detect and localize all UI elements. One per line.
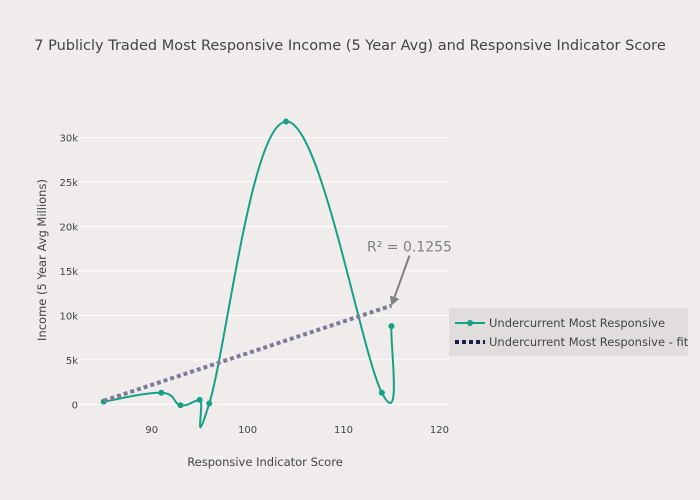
y-tick-label: 20k: [59, 222, 78, 233]
grid-lines: [75, 137, 449, 405]
plot-area: [100, 118, 395, 429]
x-tick-label: 110: [334, 425, 353, 436]
annotation-arrow-line: [393, 255, 411, 298]
x-axis-title: Responsive Indicator Score: [187, 455, 343, 469]
data-point: [196, 396, 203, 403]
legend-label-series[interactable]: Undercurrent Most Responsive: [489, 316, 665, 330]
annotation: R² = 0.1255: [367, 240, 452, 306]
x-tick-label: 100: [238, 425, 257, 436]
legend-background: [449, 308, 688, 356]
y-axis-title: Income (5 Year Avg Millions): [35, 179, 49, 341]
y-tick-label: 15k: [59, 267, 78, 278]
y-tick-label: 10k: [59, 311, 78, 322]
data-point: [378, 389, 385, 396]
data-point: [158, 389, 165, 396]
y-tick-label: 30k: [59, 134, 78, 145]
y-tick-label: 0: [72, 400, 78, 411]
y-tick-labels: 0 5k 10k 15k 20k 25k 30k: [59, 134, 78, 412]
y-tick-label: 5k: [66, 356, 78, 367]
x-tick-label: 90: [145, 425, 158, 436]
annotation-label: R² = 0.1255: [367, 240, 452, 256]
chart-title: 7 Publicly Traded Most Responsive Income…: [34, 38, 666, 54]
data-point: [388, 323, 395, 330]
legend-label-fit[interactable]: Undercurrent Most Responsive - fit: [489, 335, 689, 349]
fit-line: [103, 303, 393, 403]
data-point: [282, 118, 289, 125]
y-tick-label: 25k: [59, 178, 78, 189]
data-point: [177, 402, 184, 409]
annotation-arrow-head: [389, 295, 400, 306]
data-point: [206, 400, 213, 407]
legend[interactable]: Undercurrent Most Responsive Undercurren…: [449, 308, 689, 356]
x-tick-labels: 90 100 110 120: [145, 425, 449, 436]
x-tick-label: 120: [430, 425, 449, 436]
legend-swatch-series-marker: [467, 320, 473, 326]
series-line: [103, 120, 395, 429]
